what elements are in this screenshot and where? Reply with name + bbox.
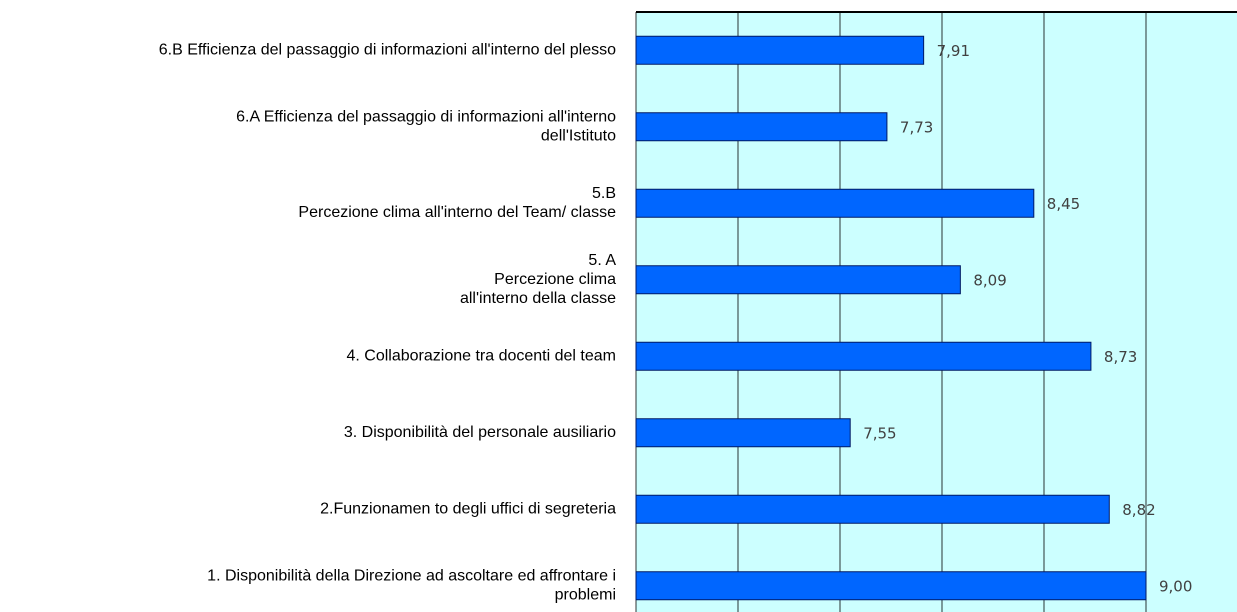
category-label: 5. A Percezione clima all'interno della cl…	[460, 252, 616, 307]
bar	[635, 265, 961, 295]
value-label: 8,73	[1104, 348, 1137, 366]
value-label: 8,45	[1047, 195, 1080, 213]
category-label: 1. Disponibilità della Direzione ad asco…	[207, 567, 616, 603]
bar	[635, 494, 1110, 524]
category-label: 2.Funzionamen to degli uffici di segrete…	[320, 500, 616, 517]
category-label: 6.A Efficienza del passaggio di informaz…	[236, 108, 616, 144]
category-label: 5.B Percezione clima all'interno del Team…	[298, 185, 616, 221]
value-label: 8,09	[973, 271, 1006, 289]
bar	[635, 188, 1035, 218]
value-label: 7,55	[863, 424, 896, 442]
category-label: 4. Collaborazione tra docenti del team	[347, 347, 617, 364]
bar	[635, 35, 925, 65]
bar	[635, 571, 1147, 601]
value-label: 7,73	[900, 118, 933, 136]
category-label: 6.B Efficienza del passaggio di informaz…	[159, 41, 616, 58]
category-label: 3. Disponibilità del personale ausiliari…	[344, 424, 616, 441]
value-label: 9,00	[1159, 577, 1192, 595]
bar	[635, 112, 888, 142]
bar	[635, 341, 1092, 371]
value-label: 7,91	[937, 42, 970, 60]
bar	[635, 418, 851, 448]
value-label: 8,82	[1122, 501, 1155, 519]
